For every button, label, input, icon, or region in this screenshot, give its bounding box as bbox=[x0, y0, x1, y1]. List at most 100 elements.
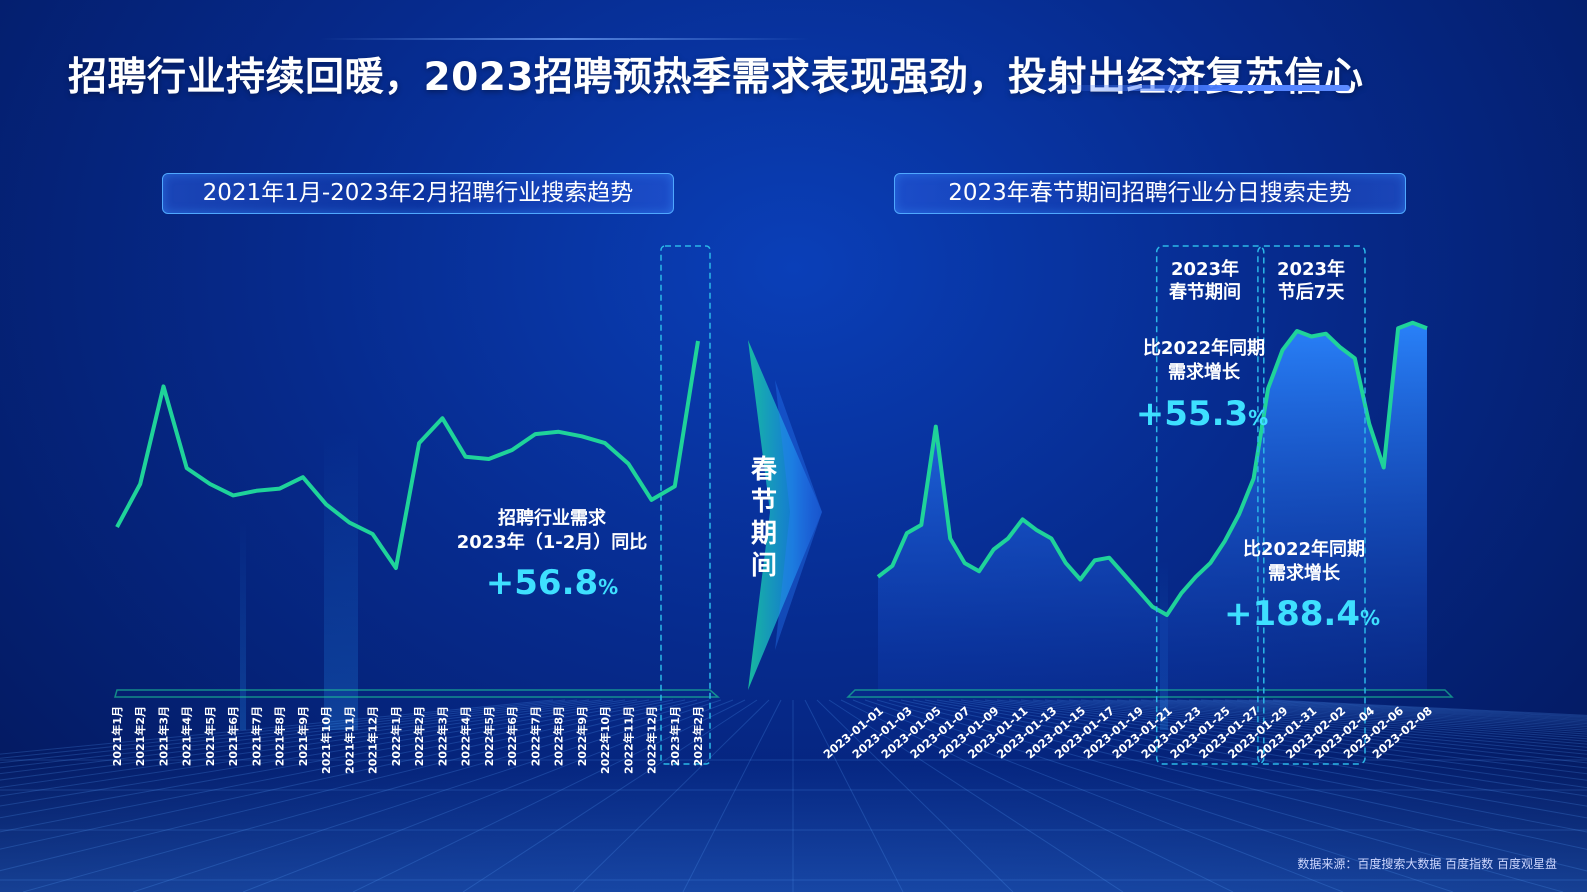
grid-line bbox=[972, 699, 1587, 781]
grid-line bbox=[948, 699, 1587, 797]
center-label-char: 节 bbox=[751, 487, 777, 517]
grid-line bbox=[1080, 699, 1587, 742]
grid-line bbox=[900, 699, 1587, 850]
left-x-tick-label: 2021年10月 bbox=[319, 706, 333, 774]
grid-line bbox=[1056, 699, 1587, 748]
left-x-tick-label: 2021年12月 bbox=[366, 706, 380, 774]
title-decoration-top bbox=[320, 38, 810, 40]
annotation2-value: +188.4% bbox=[1224, 594, 1380, 634]
grid-line bbox=[888, 699, 1587, 872]
grid-line bbox=[0, 699, 638, 797]
grid-line bbox=[828, 699, 1124, 892]
annotation1-line2: 需求增长 bbox=[1168, 361, 1241, 383]
grid-line bbox=[572, 699, 770, 892]
left-annotation-line2: 2023年（1-2月）同比 bbox=[457, 531, 648, 553]
grid-line bbox=[816, 699, 1014, 892]
box2-label-line1: 2023年 bbox=[1277, 258, 1345, 280]
grid-line bbox=[864, 699, 1454, 892]
left-baseline-plane bbox=[114, 689, 720, 698]
center-label-char: 间 bbox=[751, 551, 777, 581]
center-label-char: 期 bbox=[751, 519, 777, 549]
grid-line bbox=[0, 699, 650, 807]
grid-line bbox=[462, 699, 758, 892]
left-x-tick-label: 2022年6月 bbox=[505, 706, 519, 766]
center-label-char: 春 bbox=[751, 455, 777, 485]
left-series-line bbox=[115, 340, 700, 570]
left-panel-title: 2021年1月-2023年2月招聘行业搜索趋势 bbox=[162, 173, 674, 214]
grid-line bbox=[912, 699, 1587, 833]
grid-line bbox=[936, 699, 1587, 807]
left-annotation-value: +56.8% bbox=[486, 563, 618, 603]
left-x-tick-label: 2022年3月 bbox=[435, 706, 449, 766]
left-x-tick-label: 2022年8月 bbox=[552, 706, 566, 766]
title-underline bbox=[1040, 85, 1350, 91]
grid-line bbox=[0, 699, 578, 764]
left-x-tick-label: 2021年5月 bbox=[203, 706, 217, 766]
left-x-tick-label: 2022年4月 bbox=[459, 706, 473, 766]
box1-label-line2: 春节期间 bbox=[1169, 281, 1241, 303]
left-x-tick-label: 2021年2月 bbox=[133, 706, 147, 766]
grid-line bbox=[960, 699, 1587, 789]
left-x-tick-label: 2022年11月 bbox=[621, 706, 635, 774]
grid-line bbox=[0, 699, 698, 872]
left-x-tick-label: 2022年5月 bbox=[482, 706, 496, 766]
grid-line bbox=[0, 699, 590, 769]
grid-line bbox=[840, 699, 1234, 892]
grid-line bbox=[0, 699, 686, 850]
left-x-tick-label: 2021年7月 bbox=[249, 706, 263, 766]
annotation1-line1: 比2022年同期 bbox=[1143, 337, 1265, 359]
grid-line bbox=[0, 699, 614, 781]
annotation2-line1: 比2022年同期 bbox=[1243, 538, 1365, 560]
grid-line bbox=[1020, 699, 1587, 759]
left-x-tick-label: 2021年1月 bbox=[110, 706, 124, 766]
left-x-tick-label: 2022年1月 bbox=[389, 706, 403, 766]
grid-line bbox=[242, 699, 734, 892]
left-x-tick-label: 2022年9月 bbox=[575, 706, 589, 766]
right-panel-title: 2023年春节期间招聘行业分日搜索走势 bbox=[894, 173, 1406, 214]
grid-line bbox=[996, 699, 1587, 769]
left-x-tick-label: 2021年6月 bbox=[226, 706, 240, 766]
left-x-tick-label: 2022年12月 bbox=[645, 706, 659, 774]
left-x-tick-label: 2022年10月 bbox=[598, 706, 612, 774]
grid-line bbox=[1116, 699, 1587, 735]
right-series-area bbox=[878, 322, 1427, 690]
grid-line bbox=[0, 699, 602, 775]
right-series-line bbox=[876, 320, 1428, 617]
festival-arrow bbox=[748, 340, 822, 690]
box1-label-line1: 2023年 bbox=[1171, 258, 1239, 280]
grid-line bbox=[924, 699, 1587, 819]
grid-line bbox=[0, 699, 626, 788]
left-highlight-box bbox=[660, 245, 711, 765]
annotation2-line2: 需求增长 bbox=[1268, 562, 1341, 584]
grid-line bbox=[0, 699, 566, 759]
grid-line bbox=[1068, 699, 1587, 745]
right-baseline-plane bbox=[846, 689, 1454, 698]
left-x-tick-label: 2021年8月 bbox=[273, 706, 287, 766]
left-x-tick-label: 2021年11月 bbox=[342, 706, 356, 774]
left-x-tick-label: 2021年9月 bbox=[296, 706, 310, 766]
left-annotation-line1: 招聘行业需求 bbox=[498, 507, 607, 529]
grid-line bbox=[352, 699, 746, 892]
grid-line bbox=[852, 699, 1344, 892]
grid-line bbox=[1008, 699, 1587, 764]
grid-line bbox=[132, 699, 722, 892]
grid-line bbox=[1104, 699, 1587, 737]
grid-line bbox=[984, 699, 1587, 775]
grid-line bbox=[0, 699, 554, 755]
box2-label-line2: 节后7天 bbox=[1278, 282, 1346, 303]
left-x-tick-label: 2022年7月 bbox=[528, 706, 542, 766]
grid-line bbox=[0, 699, 662, 819]
grid-line bbox=[876, 699, 1564, 892]
grid-line bbox=[1092, 699, 1587, 740]
left-x-tick-label: 2023年1月 bbox=[668, 706, 682, 766]
left-x-tick-label: 2022年2月 bbox=[412, 706, 426, 766]
grid-line bbox=[1032, 699, 1587, 755]
left-x-tick-label: 2023年2月 bbox=[691, 706, 705, 766]
festival-arrow-inner bbox=[775, 380, 822, 650]
grid-line bbox=[0, 699, 674, 833]
grid-line bbox=[1044, 699, 1587, 752]
grid-line bbox=[22, 699, 710, 892]
